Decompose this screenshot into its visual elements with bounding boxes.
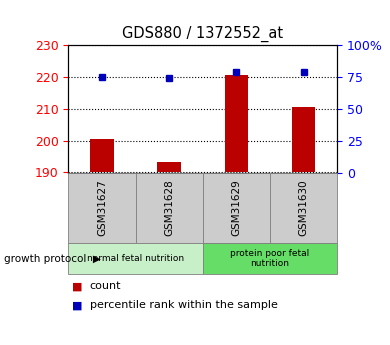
Text: protein poor fetal
nutrition: protein poor fetal nutrition — [230, 249, 310, 268]
Bar — [90, 139, 113, 172]
Text: growth protocol  ▶: growth protocol ▶ — [4, 254, 101, 264]
Text: count: count — [90, 281, 121, 291]
Text: percentile rank within the sample: percentile rank within the sample — [90, 300, 278, 310]
Text: GSM31628: GSM31628 — [164, 179, 174, 236]
Bar — [292, 107, 316, 172]
Text: ■: ■ — [72, 300, 83, 310]
Text: GSM31627: GSM31627 — [97, 179, 107, 236]
Title: GDS880 / 1372552_at: GDS880 / 1372552_at — [122, 26, 284, 42]
Text: GSM31629: GSM31629 — [231, 179, 241, 236]
Text: ■: ■ — [72, 281, 83, 291]
Text: normal fetal nutrition: normal fetal nutrition — [87, 254, 184, 263]
Text: GSM31630: GSM31630 — [299, 179, 309, 236]
Bar — [158, 162, 181, 172]
Bar — [225, 75, 248, 172]
